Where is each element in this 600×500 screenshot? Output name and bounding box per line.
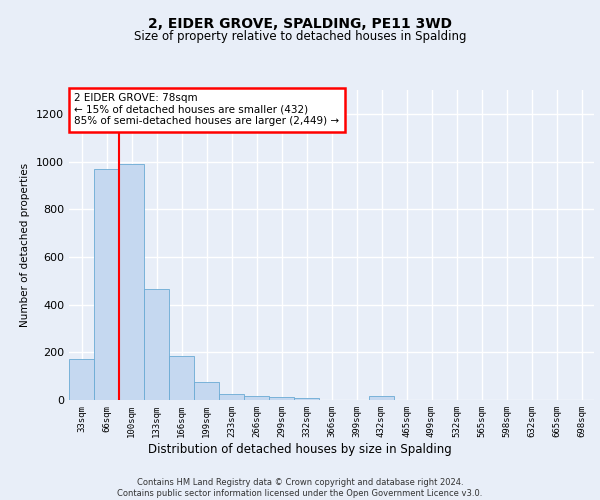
Bar <box>244 396 269 400</box>
Bar <box>369 396 394 400</box>
Bar <box>94 168 119 400</box>
Bar <box>294 398 319 400</box>
Bar <box>69 360 94 400</box>
Text: Distribution of detached houses by size in Spalding: Distribution of detached houses by size … <box>148 442 452 456</box>
Bar <box>219 394 244 400</box>
Text: 2, EIDER GROVE, SPALDING, PE11 3WD: 2, EIDER GROVE, SPALDING, PE11 3WD <box>148 18 452 32</box>
Bar <box>119 164 144 400</box>
Y-axis label: Number of detached properties: Number of detached properties <box>20 163 31 327</box>
Bar <box>269 397 294 400</box>
Text: Size of property relative to detached houses in Spalding: Size of property relative to detached ho… <box>134 30 466 43</box>
Text: 2 EIDER GROVE: 78sqm
← 15% of detached houses are smaller (432)
85% of semi-deta: 2 EIDER GROVE: 78sqm ← 15% of detached h… <box>74 93 340 126</box>
Bar <box>144 289 169 400</box>
Text: Contains HM Land Registry data © Crown copyright and database right 2024.
Contai: Contains HM Land Registry data © Crown c… <box>118 478 482 498</box>
Bar <box>194 382 219 400</box>
Bar <box>169 356 194 400</box>
